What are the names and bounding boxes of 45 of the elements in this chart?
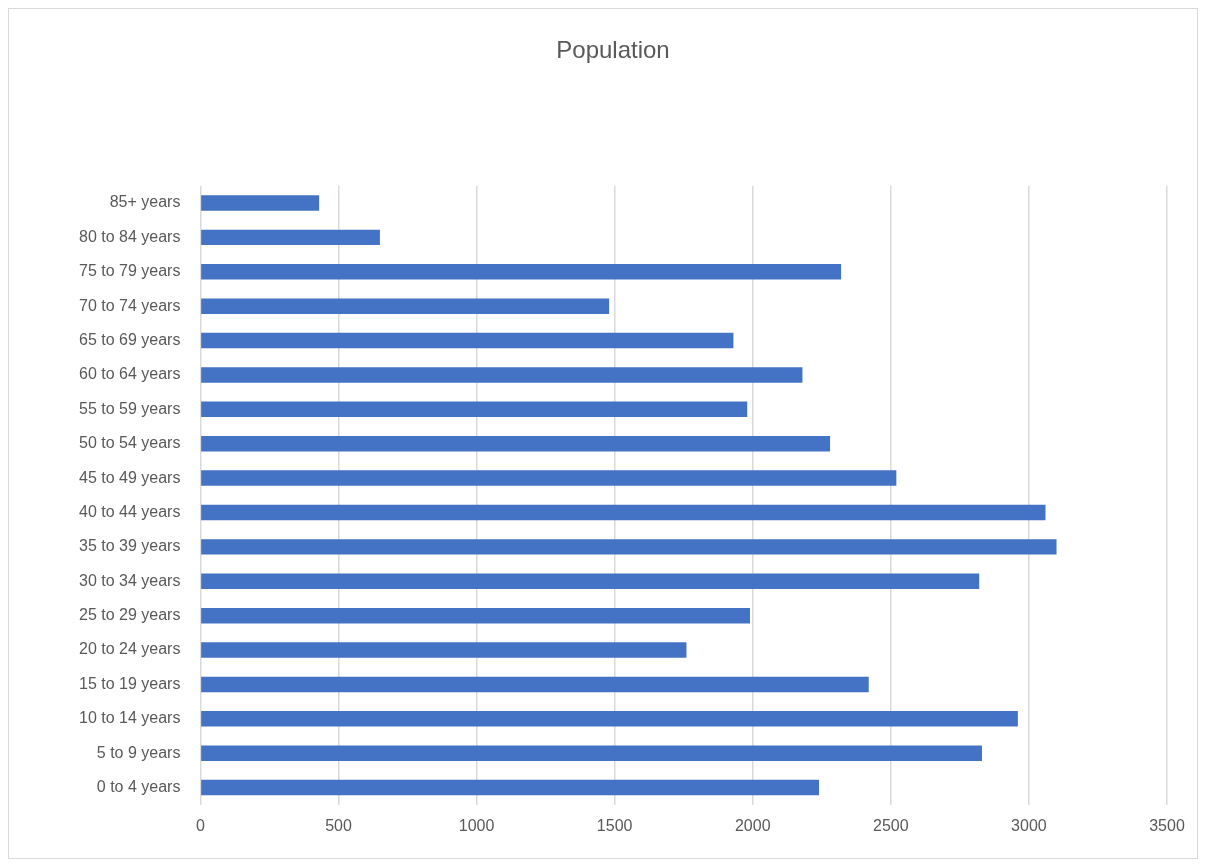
y-tick-label: 0 to 4 years xyxy=(96,778,181,796)
bar xyxy=(201,779,820,796)
x-tick-label: 1000 xyxy=(458,816,495,834)
bar xyxy=(201,504,1046,521)
y-tick-label: 50 to 54 years xyxy=(78,434,181,452)
bar xyxy=(201,607,750,624)
y-tick-label: 60 to 64 years xyxy=(78,365,181,383)
bar xyxy=(201,264,842,280)
x-tick-label: 500 xyxy=(325,816,352,834)
y-tick-label: 85+ years xyxy=(109,193,181,211)
y-tick-label: 45 to 49 years xyxy=(78,468,181,486)
bar xyxy=(201,711,1018,727)
y-tick-label: 80 to 84 years xyxy=(78,227,181,245)
chart-title: Population xyxy=(556,36,670,64)
y-tick-label: 55 to 59 years xyxy=(78,399,181,417)
y-tick-label: 20 to 24 years xyxy=(78,640,181,658)
bar xyxy=(201,676,869,693)
bar xyxy=(201,401,748,418)
bar xyxy=(201,435,831,452)
bar xyxy=(201,573,980,590)
y-tick-label: 15 to 19 years xyxy=(78,674,181,692)
bar xyxy=(201,642,687,658)
x-tick-label: 3500 xyxy=(1149,816,1185,834)
bar xyxy=(201,195,320,211)
bar xyxy=(201,367,803,383)
y-tick-label: 35 to 39 years xyxy=(78,537,181,555)
x-tick-label: 2500 xyxy=(873,816,909,834)
y-tick-label: 10 to 14 years xyxy=(78,709,181,727)
bar xyxy=(201,332,734,349)
x-tick-label: 1500 xyxy=(596,816,633,834)
y-tick-label: 5 to 9 years xyxy=(96,743,181,761)
x-tick-label: 0 xyxy=(195,816,205,834)
bar xyxy=(201,539,1057,555)
bar xyxy=(201,298,610,314)
y-tick-label: 70 to 74 years xyxy=(78,296,181,314)
y-tick-label: 25 to 29 years xyxy=(78,606,181,624)
y-tick-label: 40 to 44 years xyxy=(78,502,181,520)
y-tick-label: 65 to 69 years xyxy=(78,330,181,348)
y-tick-label: 75 to 79 years xyxy=(78,262,181,280)
bar xyxy=(201,470,897,486)
bar xyxy=(201,229,380,246)
y-tick-label: 30 to 34 years xyxy=(78,571,181,589)
bar xyxy=(201,745,982,761)
x-tick-label: 2000 xyxy=(734,816,771,834)
x-tick-label: 3000 xyxy=(1011,816,1047,834)
